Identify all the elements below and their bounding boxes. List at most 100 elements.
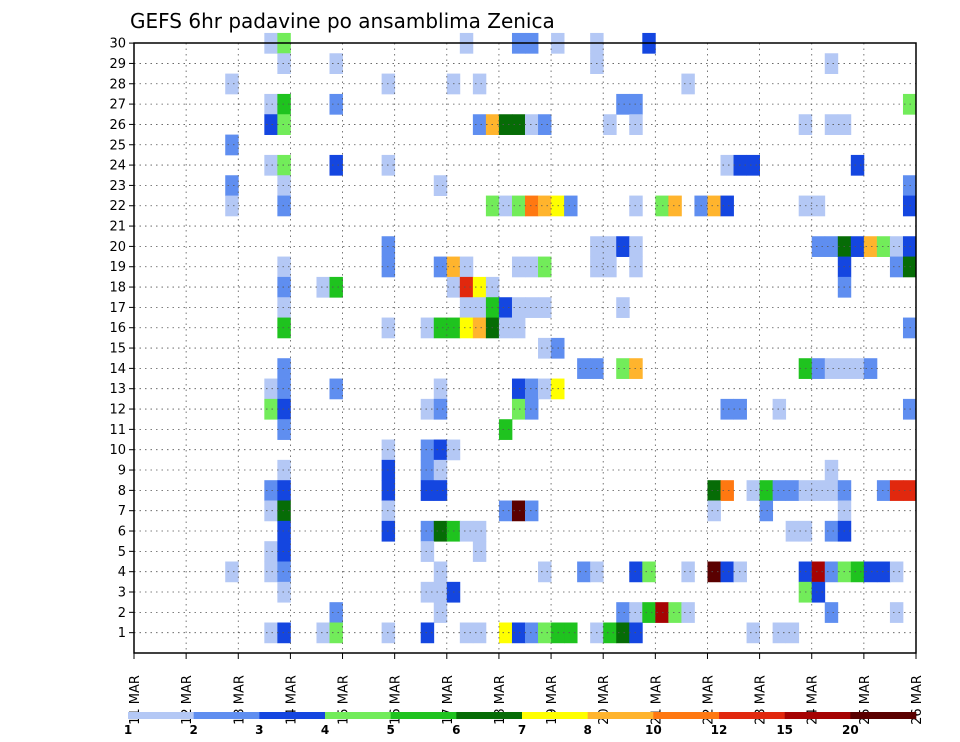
heatmap-cell — [681, 602, 695, 623]
heatmap-cell — [538, 256, 552, 278]
heatmap-cell — [616, 93, 630, 115]
heatmap-cell — [420, 541, 435, 562]
heatmap-cell — [329, 602, 343, 623]
heatmap-cell — [420, 622, 435, 644]
heatmap-cell — [824, 520, 839, 542]
chart-title: GEFS 6hr padavine po ansamblima Zenica — [130, 9, 555, 33]
heatmap-cell — [420, 459, 435, 481]
colorbar-segment — [850, 712, 917, 719]
heatmap-cell — [824, 114, 839, 135]
y-tick-label: 24 — [109, 159, 126, 174]
heatmap-cell — [277, 480, 291, 501]
heatmap-cell — [277, 419, 291, 440]
heatmap-cell — [525, 256, 539, 278]
heatmap-cell — [811, 581, 826, 603]
heatmap-cell — [538, 195, 552, 217]
heatmap-cell — [264, 561, 278, 583]
heatmap-cell — [759, 500, 774, 522]
heatmap-cell — [277, 500, 291, 522]
heatmap-cell — [850, 561, 865, 583]
heatmap-cell — [420, 439, 435, 461]
heatmap-cell — [811, 236, 826, 257]
heatmap-cell — [616, 622, 630, 644]
y-tick-label: 18 — [109, 281, 126, 296]
heatmap-cell — [511, 256, 526, 278]
y-tick-label: 17 — [109, 301, 126, 316]
heatmap-cell — [876, 480, 891, 501]
heatmap-cell — [511, 195, 526, 217]
heatmap-cell — [329, 154, 343, 176]
heatmap-cell — [850, 236, 865, 257]
colorbar-label: 10 — [645, 723, 662, 737]
heatmap-cell — [511, 622, 526, 644]
heatmap-cell — [498, 500, 513, 522]
heatmap-cell — [720, 195, 734, 217]
heatmap-cell — [472, 317, 487, 339]
colorbar-segment — [653, 712, 720, 719]
heatmap-cell — [889, 480, 904, 501]
heatmap-cell — [525, 398, 539, 420]
heatmap-cell — [420, 480, 435, 501]
heatmap-cell — [811, 358, 826, 379]
colorbar-label: 15 — [776, 723, 793, 737]
y-tick-label: 23 — [109, 179, 126, 194]
heatmap-cell — [511, 378, 526, 400]
heatmap-cell — [433, 317, 448, 339]
heatmap-cell — [603, 256, 617, 278]
heatmap-cell — [824, 602, 839, 623]
heatmap-cell — [472, 114, 487, 135]
heatmap-cell — [850, 358, 865, 379]
heatmap-cell — [459, 317, 474, 339]
y-tick-label: 8 — [118, 484, 126, 499]
heatmap-cell — [642, 561, 656, 583]
heatmap-cell — [264, 541, 278, 562]
heatmap-cell — [277, 358, 291, 379]
heatmap-cell — [472, 297, 487, 318]
heatmap-cell — [277, 276, 291, 298]
heatmap-cell — [433, 480, 448, 501]
heatmap-cell — [720, 561, 734, 583]
heatmap-cell — [225, 73, 239, 95]
heatmap-cell — [511, 398, 526, 420]
heatmap-cell — [264, 93, 278, 115]
heatmap-cell — [863, 236, 878, 257]
heatmap-cell — [603, 114, 617, 135]
y-tick-label: 1 — [118, 626, 126, 641]
y-tick-label: 5 — [118, 545, 126, 560]
colorbar-label: 4 — [321, 723, 329, 737]
heatmap-cell — [329, 622, 343, 644]
heatmap-cell — [746, 480, 760, 501]
heatmap-cell — [433, 378, 448, 400]
heatmap-cell — [603, 622, 617, 644]
heatmap-cell — [538, 297, 552, 318]
colorbar-segment — [390, 712, 457, 719]
heatmap-cell — [785, 480, 800, 501]
y-tick-label: 30 — [109, 37, 126, 52]
heatmap-cell — [433, 459, 448, 481]
colorbar-segment — [325, 712, 391, 719]
colorbar-label: 20 — [842, 723, 859, 737]
heatmap-cell — [277, 114, 291, 135]
heatmap-cell — [511, 500, 526, 522]
gridlines — [134, 42, 916, 653]
heatmap-cell — [277, 622, 291, 644]
y-tick-label: 13 — [109, 382, 126, 397]
heatmap-cell — [433, 520, 448, 542]
heatmap-cell — [433, 561, 448, 583]
heatmap-cell — [564, 622, 578, 644]
heatmap-cell — [433, 602, 448, 623]
heatmap-cell — [616, 297, 630, 318]
heatmap-cell — [472, 520, 487, 542]
heatmap-cell — [433, 256, 448, 278]
heatmap-cell — [264, 500, 278, 522]
heatmap-cell — [538, 561, 552, 583]
heatmap-cell — [329, 378, 343, 400]
heatmap-cell — [863, 561, 878, 583]
colorbar-label: 1 — [124, 723, 132, 737]
y-tick-label: 7 — [118, 504, 126, 519]
heatmap-cell — [459, 520, 474, 542]
heatmap-cell — [433, 581, 448, 603]
y-tick-label: 15 — [109, 342, 126, 357]
heatmap-cell — [525, 500, 539, 522]
heatmap-cell — [785, 622, 800, 644]
